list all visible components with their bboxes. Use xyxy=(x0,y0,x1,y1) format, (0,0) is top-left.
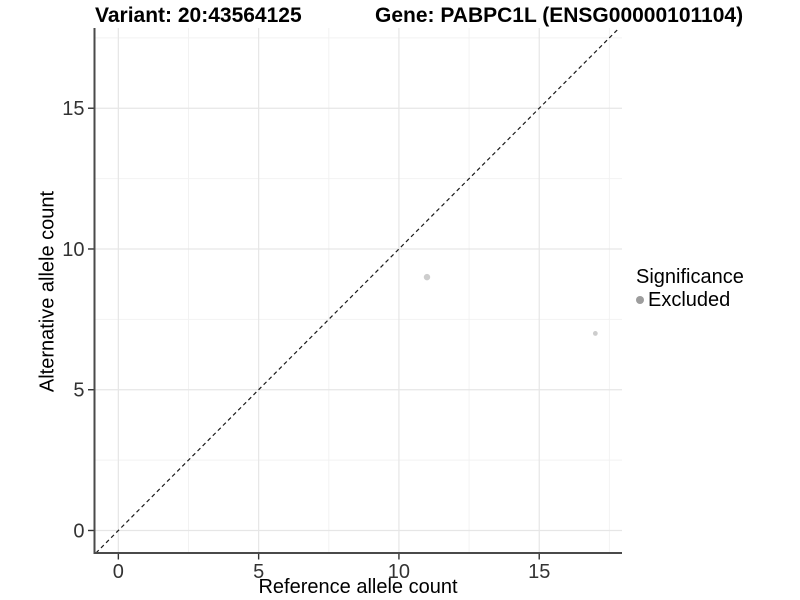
legend-title: Significance xyxy=(636,266,744,288)
y-tick-label: 5 xyxy=(73,380,84,402)
variant-title: Variant: 20:43564125 xyxy=(95,4,302,27)
data-point xyxy=(423,273,431,281)
legend-key-dot-icon xyxy=(636,296,644,304)
legend-item-label: Excluded xyxy=(648,289,731,311)
y-tick-label: 0 xyxy=(73,520,84,542)
x-tick-label: 15 xyxy=(528,561,550,583)
x-tick-label: 5 xyxy=(253,561,264,583)
legend-item-excluded: Excluded xyxy=(636,289,744,311)
gene-title: Gene: PABPC1L (ENSG00000101104) xyxy=(375,4,744,27)
x-tick-label: 0 xyxy=(113,561,124,583)
y-tick-label: 10 xyxy=(62,239,84,261)
identity-line xyxy=(95,27,620,554)
x-axis-title: Reference allele count xyxy=(258,576,458,598)
data-point xyxy=(592,331,598,336)
x-tick-label: 10 xyxy=(388,561,410,583)
y-tick-label: 15 xyxy=(62,98,84,120)
legend: Significance Excluded xyxy=(636,266,744,311)
y-axis-title: Alternative allele count xyxy=(36,190,59,393)
